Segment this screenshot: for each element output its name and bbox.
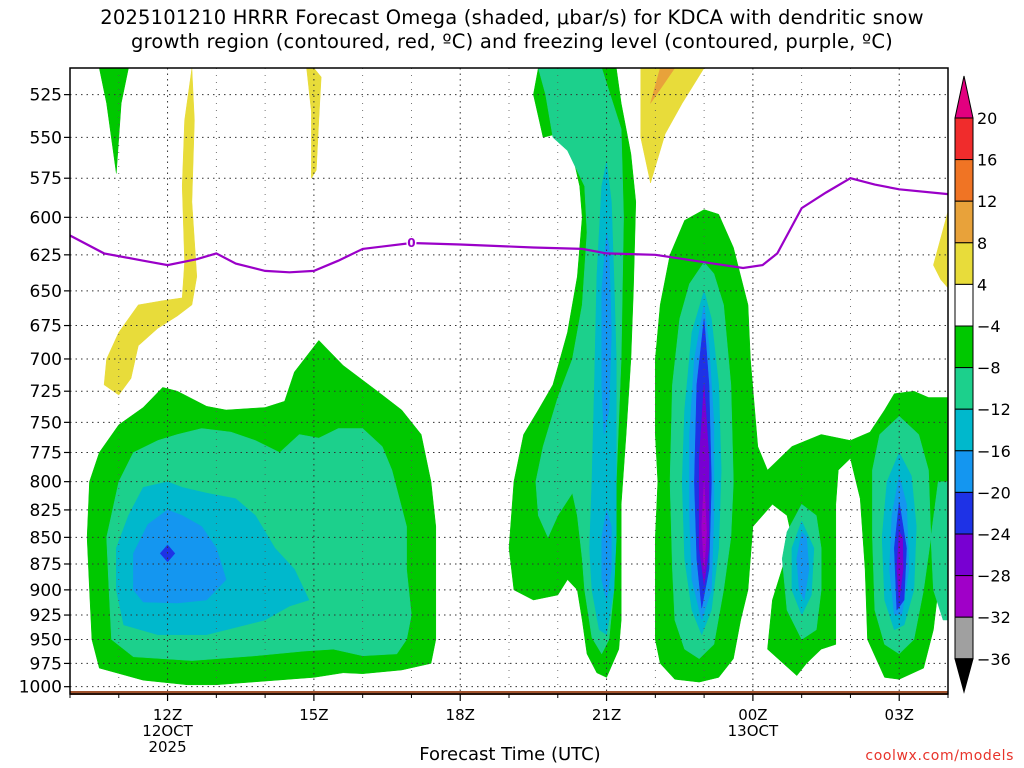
y-tick-label-575: 575 xyxy=(30,169,62,189)
colorbar-bin-4 xyxy=(954,242,974,285)
x-tick-label-12-2: 2025 xyxy=(148,738,186,756)
x-tick-label-21-0: 21Z xyxy=(592,706,621,724)
colorbar-label-6: −8 xyxy=(977,359,1001,378)
omega-region-yellow-1 xyxy=(103,67,198,396)
colorbar-label-7: −12 xyxy=(977,400,1011,419)
colorbar-bin-11 xyxy=(954,533,974,577)
x-tick-label-15-0: 15Z xyxy=(299,706,328,724)
omega-region-purple-2b xyxy=(896,531,904,601)
y-tick-label-750: 750 xyxy=(30,413,62,433)
y-tick-label-1000: 1000 xyxy=(19,678,62,698)
colorbar-label-4: 4 xyxy=(977,275,987,294)
colorbar-bin-9 xyxy=(954,450,974,493)
freezing-level-group: 0 xyxy=(69,177,949,274)
title-line-1: 2025101210 HRRR Forecast Omega (shaded, … xyxy=(100,6,924,29)
x-tick-label-18-0: 18Z xyxy=(446,706,475,724)
omega-region-blue-1b xyxy=(601,509,612,601)
chart-title: 2025101210 HRRR Forecast Omega (shaded, … xyxy=(0,6,1024,54)
colorbar-bin-12 xyxy=(954,575,974,618)
x-axis-label: Forecast Time (UTC) xyxy=(419,744,601,765)
colorbar-label-9: −20 xyxy=(977,483,1011,502)
colorbar-label-3: 8 xyxy=(977,234,987,253)
y-tick-label-875: 875 xyxy=(30,555,62,575)
omega-region-magenta-2 xyxy=(701,481,707,570)
colorbar-label-11: −28 xyxy=(977,567,1011,586)
y-tick-label-675: 675 xyxy=(30,317,62,337)
omega-region-blue-2b xyxy=(796,531,810,601)
y-tick-label-700: 700 xyxy=(30,350,62,370)
colorbar-bin-2 xyxy=(954,159,974,202)
y-tick-label-850: 850 xyxy=(30,528,62,548)
colorbar-bin-6 xyxy=(954,325,974,369)
omega-region-green-top-1 xyxy=(98,67,129,174)
colorbar-label-10: −24 xyxy=(977,525,1011,544)
y-tick-label-950: 950 xyxy=(30,631,62,651)
credit-text: coolwx.com/models xyxy=(865,748,1014,764)
colorbar-label-13: −36 xyxy=(977,650,1011,669)
y-tick-label-725: 725 xyxy=(30,382,62,402)
freezing-level-label: 0 xyxy=(407,236,415,250)
colorbar-label-1: 16 xyxy=(977,151,997,170)
ground-bar xyxy=(70,691,948,695)
y-tick-label-650: 650 xyxy=(30,282,62,302)
colorbar-bin-1 xyxy=(954,117,974,161)
colorbar-bin-5 xyxy=(954,283,974,327)
omega-region-yellow-4 xyxy=(933,211,949,289)
colorbar-bin-8 xyxy=(954,408,974,452)
y-tick-label-825: 825 xyxy=(30,501,62,521)
y-axis: 525 550 575 600 625 650 675 700 725 750 775 800 825 8… xyxy=(19,86,70,698)
y-tick-label-525: 525 xyxy=(30,86,62,106)
freezing-level-line xyxy=(69,177,949,274)
y-tick-label-625: 625 xyxy=(30,246,62,266)
colorbar-bin-13 xyxy=(954,616,974,660)
colorbar-label-12: −32 xyxy=(977,608,1011,627)
colorbar-bin-7 xyxy=(954,367,974,410)
omega-region-yellow-3 xyxy=(640,67,705,184)
y-tick-label-550: 550 xyxy=(30,128,62,148)
colorbar-label-0: 20 xyxy=(977,109,997,128)
y-tick-label-600: 600 xyxy=(30,208,62,228)
y-tick-label-900: 900 xyxy=(30,581,62,601)
x-tick-label-24-1: 13OCT xyxy=(728,722,779,740)
x-tick-label-27-0: 03Z xyxy=(885,706,914,724)
colorbar-bin-3 xyxy=(954,200,974,244)
y-tick-label-975: 975 xyxy=(30,654,62,674)
colorbar-bottom-arrow xyxy=(954,658,974,694)
x-tick-label-24-0: 00Z xyxy=(738,706,767,724)
colorbar: 20 16 12 8 4 −4 −8 −12 −16 −20 −24 −28 −32 −36 xyxy=(954,75,1011,694)
y-tick-label-775: 775 xyxy=(30,443,62,463)
colorbar-bin-10 xyxy=(954,491,974,535)
y-tick-label-800: 800 xyxy=(30,473,62,493)
y-tick-label-925: 925 xyxy=(30,606,62,626)
colorbar-label-2: 12 xyxy=(977,192,997,211)
x-tick-label-12-0: 12Z xyxy=(153,706,182,724)
colorbar-top-arrow xyxy=(954,75,974,119)
grid-lines xyxy=(69,68,949,694)
colorbar-label-5: −4 xyxy=(977,317,1001,336)
x-tick-label-12-1: 12OCT xyxy=(142,722,193,740)
omega-region-blue-0 xyxy=(133,509,227,604)
colorbar-label-8: −16 xyxy=(977,442,1011,461)
title-line-2: growth region (contoured, red, ºC) and f… xyxy=(131,30,893,53)
